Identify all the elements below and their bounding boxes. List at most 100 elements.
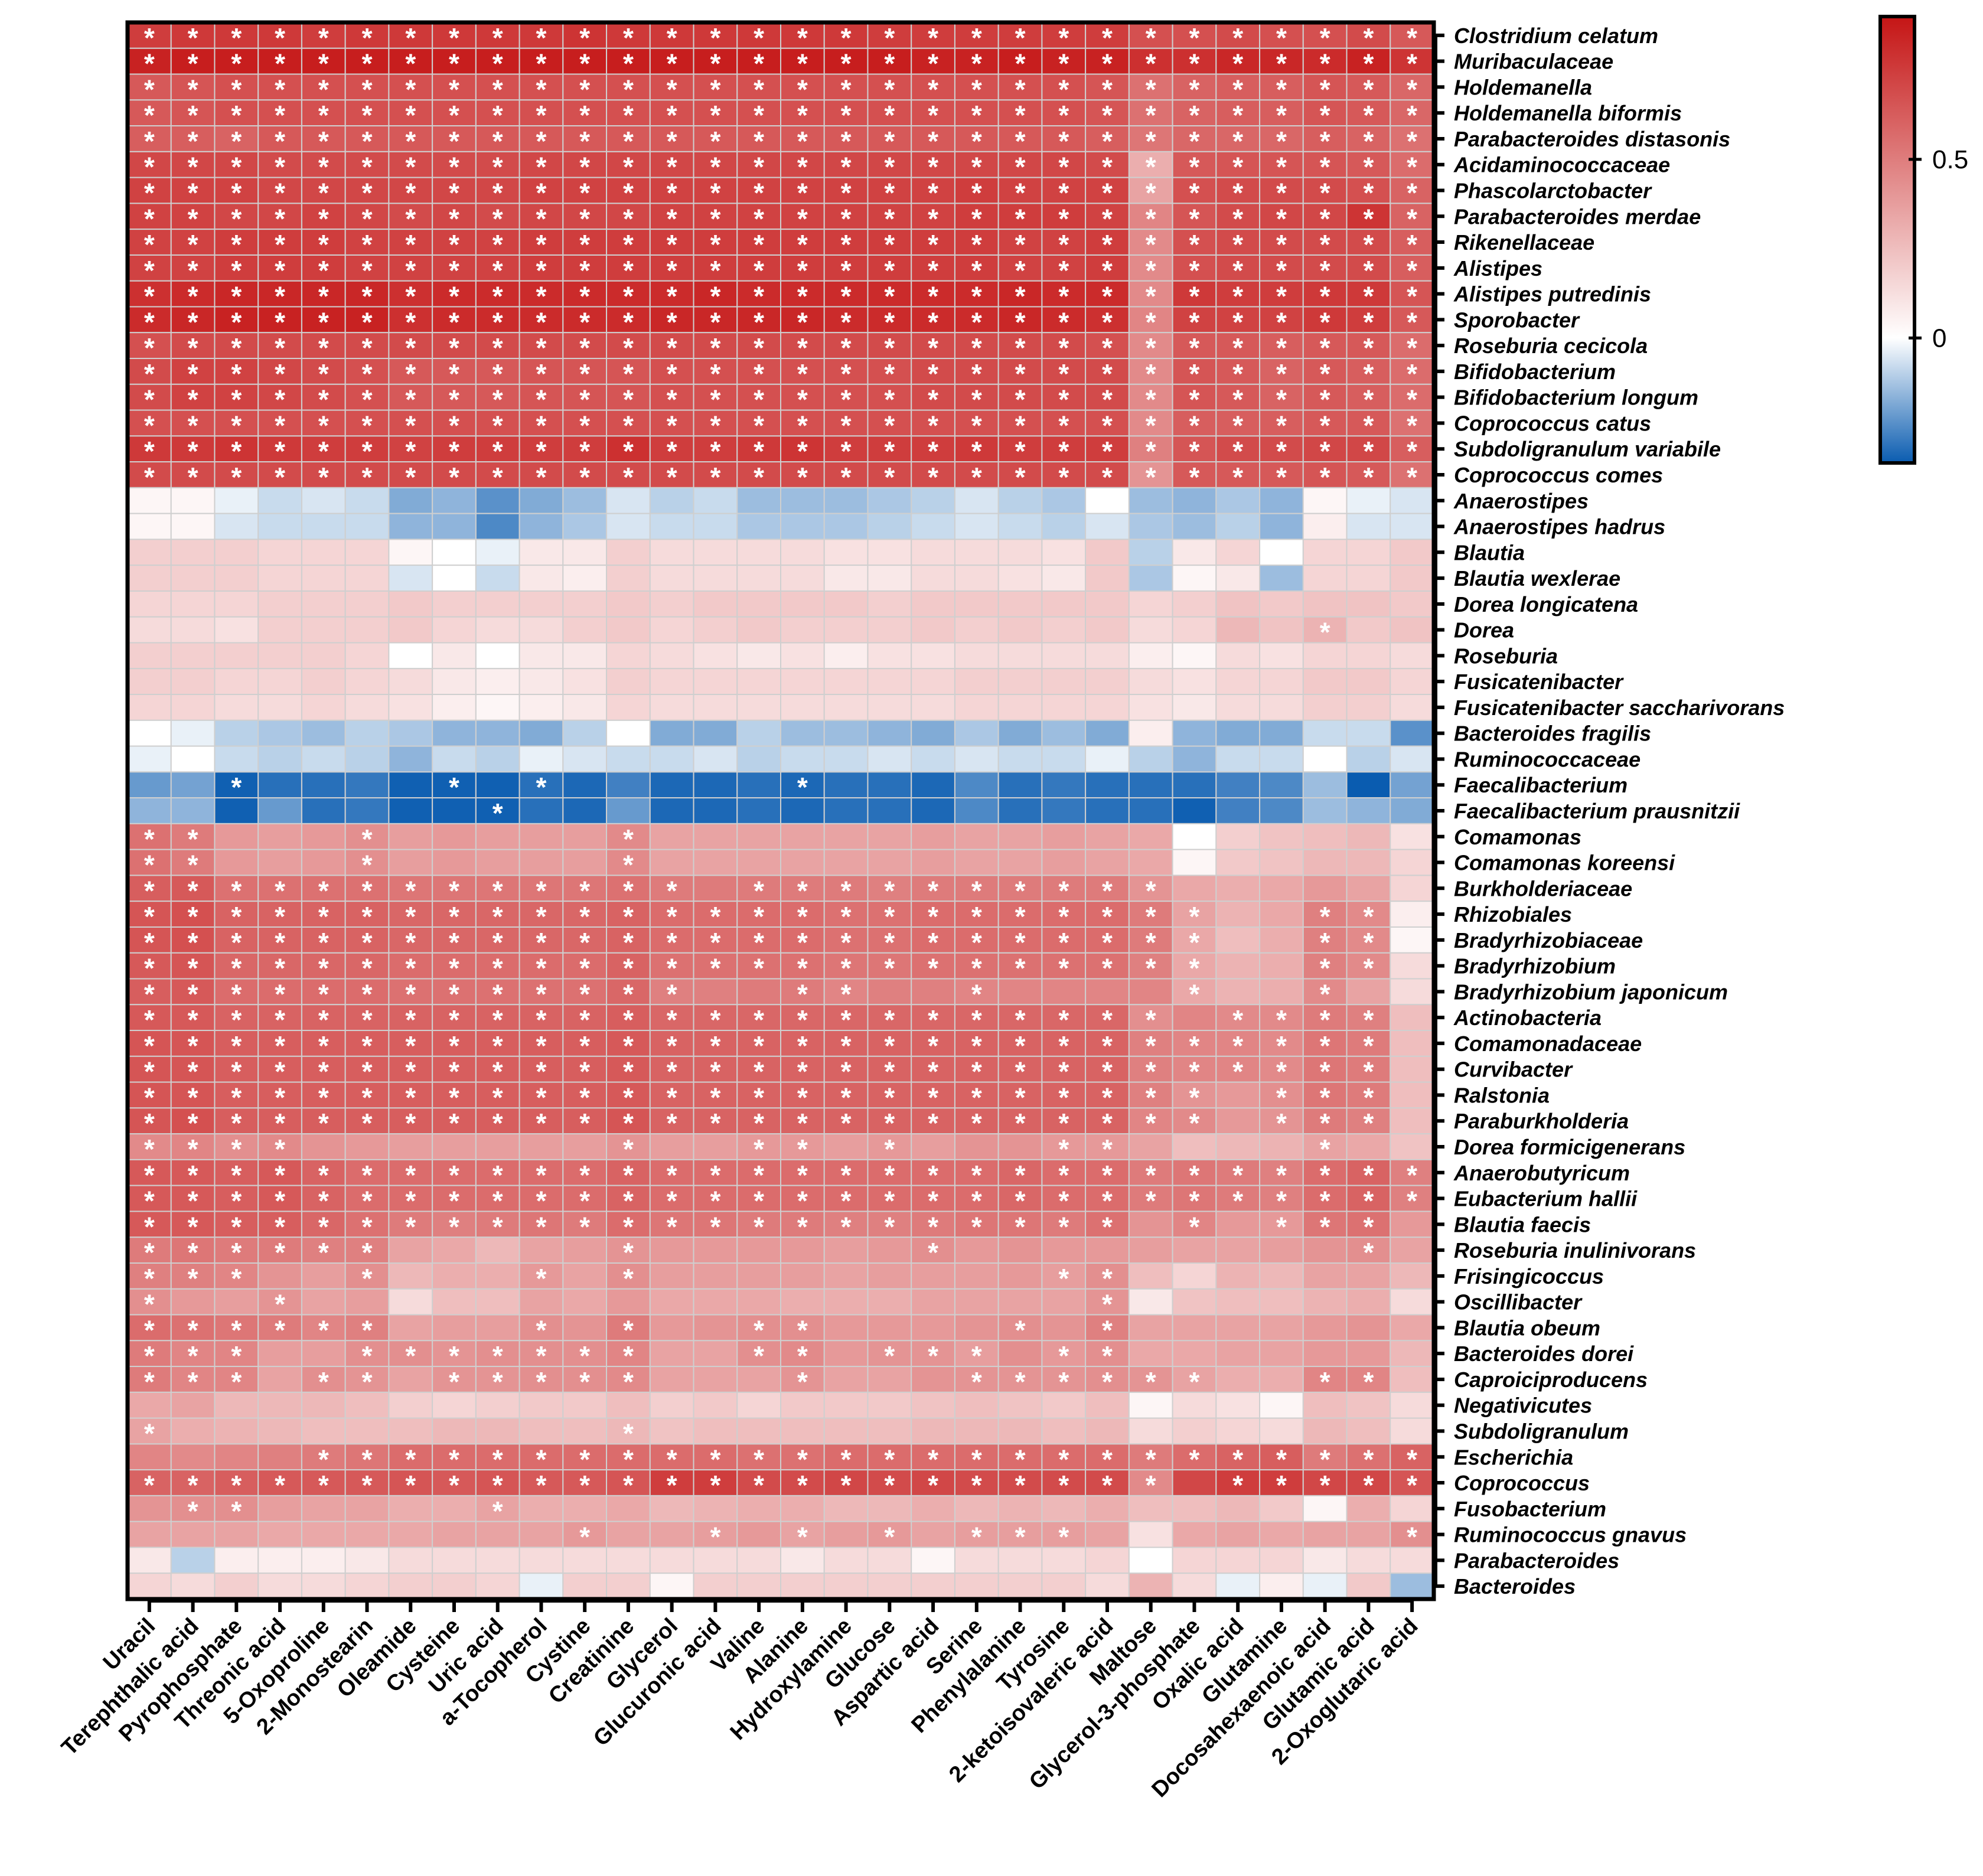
heatmap-cell [823, 1391, 869, 1419]
heatmap-cell [475, 1262, 520, 1290]
heatmap-cell [518, 1417, 564, 1445]
heatmap-cell [1085, 1572, 1130, 1600]
heatmap-cell [780, 358, 825, 385]
heatmap-cell [388, 99, 433, 127]
heatmap-cell [562, 358, 608, 385]
heatmap-cell [736, 719, 782, 747]
heatmap-cell [954, 1417, 999, 1445]
significance-star: * [623, 1263, 634, 1294]
heatmap-cell [257, 1366, 302, 1393]
heatmap-cell [257, 616, 302, 644]
heatmap-cell [1390, 668, 1434, 696]
significance-star: * [1320, 1470, 1330, 1500]
heatmap-cell [1215, 99, 1261, 127]
heatmap-cell [432, 383, 477, 411]
heatmap-cell [823, 1366, 869, 1393]
heatmap-cell [562, 616, 608, 644]
heatmap-cell [867, 99, 912, 127]
heatmap-cell [257, 409, 302, 437]
significance-star: * [928, 953, 938, 984]
heatmap-cell [693, 1417, 738, 1445]
heatmap-cell [518, 616, 564, 644]
row-label: Comamonas koreensi [1454, 851, 1675, 875]
heatmap-cell [1172, 875, 1217, 902]
heatmap-cell [649, 1366, 694, 1393]
heatmap-cell [301, 1288, 346, 1316]
heatmap-cell [1172, 203, 1217, 230]
heatmap-cell [954, 229, 999, 256]
significance-star: * [1146, 462, 1156, 492]
heatmap-cell [475, 642, 520, 670]
heatmap-cell [432, 1288, 477, 1316]
heatmap-cell [388, 642, 433, 670]
heatmap-cell [1172, 229, 1217, 256]
heatmap-cell [1215, 1391, 1261, 1419]
significance-star: * [667, 1211, 677, 1242]
heatmap-cell [606, 1572, 651, 1600]
significance-star: * [493, 798, 503, 828]
row-label: Coprococcus [1454, 1471, 1590, 1495]
heatmap-cell [257, 642, 302, 670]
row-label: Faecalibacterium [1454, 773, 1628, 797]
heatmap-cell [388, 771, 433, 799]
heatmap-cell [693, 849, 738, 876]
heatmap-cell [606, 745, 651, 773]
heatmap-cell [301, 254, 346, 282]
heatmap-cell [301, 1572, 346, 1600]
heatmap-cell [649, 1288, 694, 1316]
heatmap-cell [214, 306, 259, 334]
heatmap-cell [1172, 797, 1217, 824]
heatmap-cell [954, 539, 999, 566]
colorbar-tick-label: 0 [1932, 324, 1946, 353]
heatmap-cell [1259, 177, 1304, 204]
heatmap-cell [475, 332, 520, 360]
row-label: Coprococcus catus [1454, 411, 1651, 435]
heatmap-cell [1215, 47, 1261, 75]
heatmap-cell [823, 513, 869, 540]
heatmap-cell [736, 177, 782, 204]
heatmap-cell [344, 409, 390, 437]
significance-star: * [1407, 1470, 1417, 1500]
heatmap-cell [606, 590, 651, 618]
heatmap-cell [1085, 513, 1130, 540]
heatmap-cell [736, 1417, 782, 1445]
heatmap-cell [911, 1572, 955, 1600]
heatmap-cell [344, 513, 390, 540]
heatmap-cell [867, 47, 912, 75]
heatmap-cell [388, 1572, 433, 1600]
heatmap-cell [823, 797, 869, 824]
heatmap-cell [1128, 1547, 1173, 1574]
heatmap-cell [1390, 1572, 1434, 1600]
significance-star: * [536, 1108, 547, 1138]
significance-star: * [275, 1237, 285, 1268]
heatmap-cell [1259, 1288, 1304, 1316]
heatmap-cell [1215, 151, 1261, 178]
significance-star: * [231, 1496, 242, 1526]
heatmap-cell [911, 306, 955, 334]
heatmap-cell [1128, 771, 1173, 799]
heatmap-cell [1215, 229, 1261, 256]
row-label: Holdemanella biformis [1454, 101, 1682, 125]
significance-star: * [1320, 617, 1330, 648]
heatmap-cell [780, 849, 825, 876]
heatmap-cell [257, 1443, 302, 1471]
heatmap-cell [388, 1547, 433, 1574]
heatmap-cell [693, 306, 738, 334]
heatmap-cell [1085, 719, 1130, 747]
heatmap-cell [257, 1417, 302, 1445]
heatmap-cell [823, 1572, 869, 1600]
heatmap-cell [1128, 1572, 1173, 1600]
heatmap-cell [736, 1572, 782, 1600]
heatmap-cell [997, 719, 1043, 747]
heatmap-cell [823, 590, 869, 618]
significance-star: * [884, 1470, 895, 1500]
heatmap-cell [867, 73, 912, 101]
heatmap-cell [693, 177, 738, 204]
heatmap-cell [954, 47, 999, 75]
heatmap-cell [1390, 1391, 1434, 1419]
heatmap-cell [911, 590, 955, 618]
heatmap-cell [867, 616, 912, 644]
heatmap-cell [606, 125, 651, 152]
heatmap-cell [1041, 280, 1087, 308]
heatmap-cell [1259, 745, 1304, 773]
